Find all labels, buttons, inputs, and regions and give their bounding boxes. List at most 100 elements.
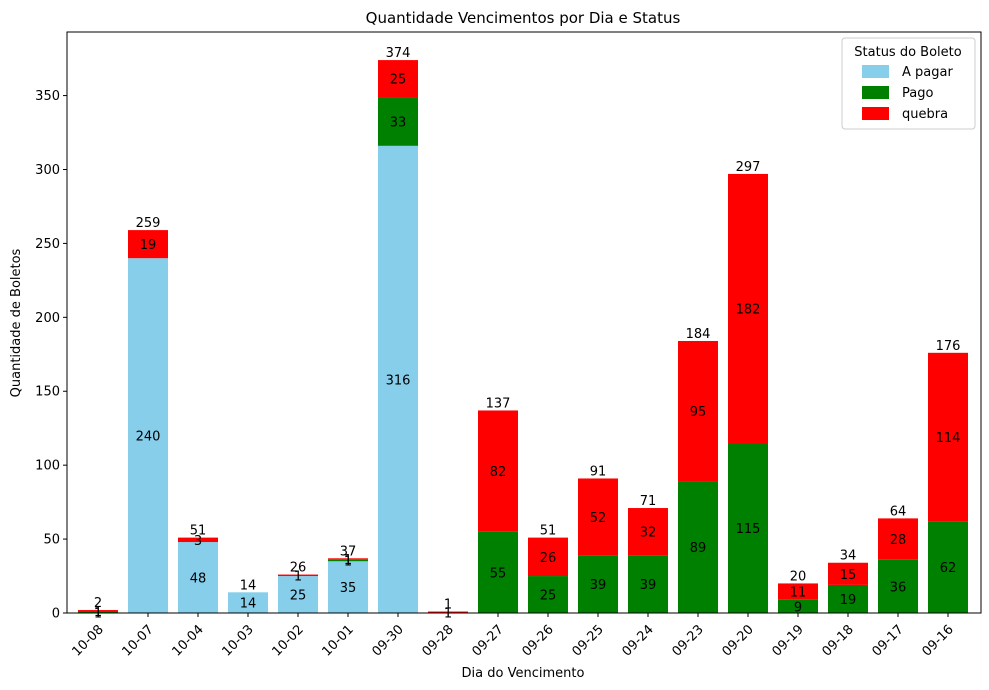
segment-value-label: 36 [890,580,907,595]
x-tick-label: 09-30 [370,622,407,659]
x-tick-label: 09-20 [720,622,757,659]
total-value-label: 2 [94,596,102,611]
bar-segment-pago [828,584,868,613]
bar-segment-quebra [428,611,468,613]
total-value-label: 91 [590,464,607,479]
chart-title: Quantidade Vencimentos por Dia e Status [366,9,681,27]
segment-value-label: 52 [590,511,607,526]
segment-value-label: 35 [340,581,357,596]
total-value-label: 259 [136,216,161,231]
bar-segment-pago [678,481,718,613]
x-tick-label: 10-03 [220,622,257,659]
segment-value-label: 39 [640,578,657,593]
bar-segment-a-pagar [228,592,268,613]
y-tick-label: 0 [52,607,60,622]
segment-value-label: 28 [890,533,907,548]
y-axis-title: Quantidade de Boletos [9,248,24,397]
bar-segment-quebra [78,610,118,612]
bar-segment-quebra [128,230,168,259]
segment-value-label: 19 [840,593,857,608]
bar-segment-pago [928,521,968,613]
y-tick-label: 150 [35,385,60,400]
segment-value-label: 9 [794,600,802,615]
segment-value-label: 95 [690,405,707,420]
total-value-label: 1 [444,598,452,613]
segment-value-label: 48 [190,572,207,587]
segment-labels-group: 1124019483142513511316332515582252639523… [94,73,961,622]
total-value-label: 34 [840,549,857,564]
total-value-label: 14 [240,578,257,593]
bar-segment-quebra [828,562,868,585]
y-tick-label: 100 [35,459,60,474]
bar-segment-quebra [878,518,918,560]
bars-group [78,60,968,614]
segment-value-label: 1 [344,553,352,568]
y-axis: 0 50 100 150 200 250 300 350 [35,89,67,622]
bar-segment-quebra [578,478,618,556]
x-tick-label: 09-19 [770,622,807,659]
legend-swatch [862,65,889,78]
bar-segment-quebra [328,558,368,560]
x-tick-label: 09-16 [920,622,957,659]
x-tick-label: 09-18 [820,622,857,659]
total-value-label: 64 [890,504,907,519]
plot-area: 1124019483142513511316332515582252639523… [66,31,982,622]
x-tick-label: 10-04 [170,622,207,659]
segment-value-label: 55 [490,566,507,581]
segment-value-label: 25 [290,589,307,604]
legend: Status do Boleto A pagar Pago quebra [841,37,976,130]
legend-items: A pagar Pago quebra [862,65,953,122]
legend-label: A pagar [902,65,953,80]
segment-value-label: 25 [540,589,557,604]
bar-segment-pago [728,442,768,613]
bar-segment-quebra [378,60,418,98]
segment-value-label: 3 [194,534,202,549]
total-value-label: 176 [936,339,961,354]
legend-label: quebra [902,107,948,122]
x-tick-label: 10-01 [320,622,357,659]
y-tick-label: 350 [35,89,60,104]
bar-segment-pago [328,559,368,562]
x-tick-label: 09-28 [420,622,457,659]
segment-value-label: 33 [390,115,407,130]
bar-segment-pago [578,555,618,613]
segment-value-label: 82 [490,465,507,480]
segment-value-label: 316 [386,373,411,388]
segment-value-label: 1 [294,569,302,584]
segment-value-label: 115 [736,522,761,537]
bar-segment-quebra [778,583,818,600]
segment-value-label: 15 [840,568,857,583]
x-tick-label: 09-26 [520,622,557,659]
bar-segment-quebra [728,173,768,443]
bar-segment-quebra [678,340,718,482]
legend-swatch [862,86,889,99]
total-value-label: 71 [640,494,657,509]
x-tick-label: 10-08 [70,622,107,659]
bar-segment-quebra [628,508,668,556]
segment-value-label: 1 [94,605,102,620]
segment-value-label: 11 [790,586,807,601]
y-tick-label: 300 [35,163,60,178]
total-value-label: 137 [486,396,511,411]
segment-value-label: 1 [344,555,352,570]
segment-value-label: 182 [736,302,761,317]
total-value-label: 51 [540,524,557,539]
segment-value-label: 114 [936,431,961,446]
bar-segment-a-pagar [178,542,218,613]
x-axis-title: Dia do Vencimento [462,666,585,681]
x-tick-label: 09-23 [670,622,707,659]
total-value-label: 37 [340,544,357,559]
bar-segment-quebra [528,537,568,577]
legend-title: Status do Boleto [854,45,961,60]
segment-value-label: 240 [136,430,161,445]
bar-segment-pago [778,599,818,613]
bar-segment-quebra [178,537,218,543]
legend-box [841,37,976,130]
bar-segment-pago [878,559,918,613]
x-tick-label: 09-17 [870,622,907,659]
bar-segment-quebra [928,352,968,522]
total-value-label: 26 [290,561,307,576]
x-tick-label: 09-25 [570,622,607,659]
